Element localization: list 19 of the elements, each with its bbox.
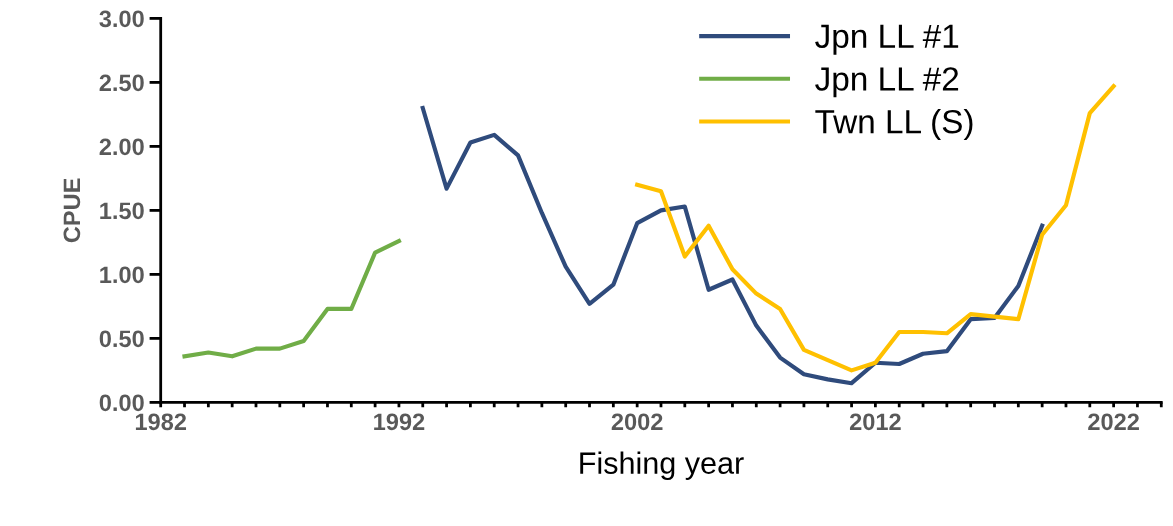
y-tick-label: 1.50 (100, 202, 144, 220)
x-tick-label: 1982 (135, 413, 187, 431)
y-tick-label: 3.00 (99, 10, 144, 28)
legend-label: Jpn LL #2 (815, 67, 959, 98)
legend-label: Jpn LL #1 (815, 24, 959, 55)
x-tick-label: 1992 (374, 413, 425, 431)
y-tick-label: 0.00 (99, 394, 144, 412)
x-axis-title: Fishing year (580, 451, 744, 480)
legend-label: Twn LL (S) (815, 109, 973, 141)
y-tick-label: 1.00 (100, 266, 144, 284)
y-tick-label: 0.50 (99, 330, 144, 348)
line-series (182, 239, 402, 359)
y-tick-label: 2.00 (99, 138, 144, 156)
x-tick-label: 2022 (1088, 413, 1139, 431)
x-tick-label: 2012 (849, 413, 901, 431)
y-axis-title: CPUE (63, 178, 81, 243)
x-tick-label: 2002 (611, 413, 663, 431)
line-series (420, 105, 1045, 386)
y-tick-label: 2.50 (99, 74, 144, 92)
